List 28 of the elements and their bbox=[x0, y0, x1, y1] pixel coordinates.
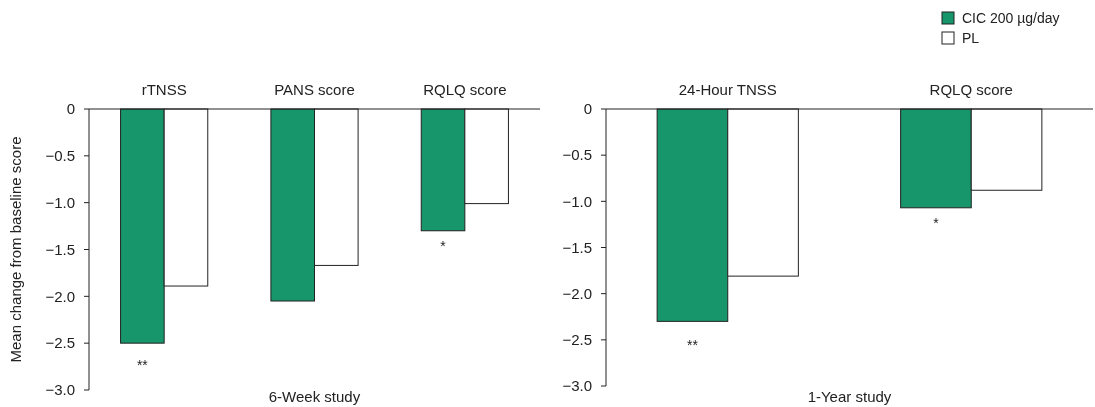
x-tick-label: RQLQ score bbox=[929, 81, 1013, 98]
x-tick-label: 24-Hour TNSS bbox=[678, 81, 777, 98]
annotation: * bbox=[933, 215, 940, 232]
y-tick-label: −1.0 bbox=[45, 193, 75, 211]
annotation: ** bbox=[686, 336, 699, 353]
y-tick-label: −1.0 bbox=[562, 192, 592, 210]
y-tick-label: −2.0 bbox=[562, 284, 592, 302]
legend-label: CIC 200 µg/day bbox=[962, 9, 1060, 26]
x-tick-label: PANS score bbox=[274, 81, 355, 98]
legend-label: PL bbox=[962, 29, 980, 46]
x-tick-label: RQLQ score bbox=[423, 81, 507, 98]
annotation: * bbox=[440, 238, 447, 255]
x-axis-title: 1-Year study bbox=[807, 388, 892, 405]
y-tick-label: −3.0 bbox=[45, 381, 75, 399]
annotation: ** bbox=[136, 356, 149, 373]
y-tick-label: 0 bbox=[66, 100, 75, 118]
y-tick-label: −1.5 bbox=[45, 240, 75, 258]
y-tick-label: −0.5 bbox=[45, 147, 75, 165]
y-tick-label: −2.5 bbox=[45, 334, 75, 352]
y-tick-label: −1.5 bbox=[562, 238, 592, 256]
y-axis-title: Mean change from baseline score bbox=[7, 136, 24, 363]
x-axis-title: 6-Week study bbox=[268, 388, 361, 405]
y-tick-label: −2.5 bbox=[562, 331, 592, 349]
y-tick-label: 0 bbox=[583, 100, 592, 118]
y-tick-label: −0.5 bbox=[562, 146, 592, 164]
y-tick-label: −3.0 bbox=[562, 377, 592, 395]
y-tick-label: −2.0 bbox=[45, 287, 75, 305]
x-tick-label: rTNSS bbox=[141, 81, 187, 98]
